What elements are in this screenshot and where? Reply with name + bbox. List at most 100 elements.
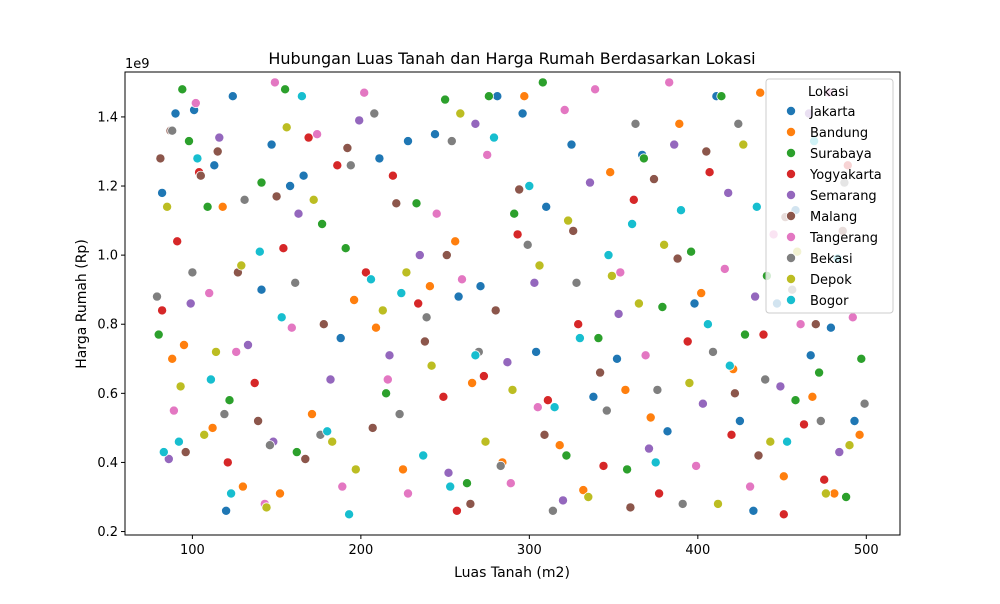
data-point bbox=[306, 409, 317, 420]
data-point bbox=[280, 84, 291, 95]
data-point bbox=[729, 388, 740, 399]
data-point bbox=[172, 236, 183, 247]
data-point bbox=[340, 243, 351, 254]
data-point bbox=[677, 498, 688, 509]
data-point bbox=[799, 419, 810, 430]
data-point bbox=[733, 118, 744, 129]
data-point bbox=[606, 270, 617, 281]
data-point bbox=[350, 464, 361, 475]
data-point bbox=[753, 450, 764, 461]
data-point bbox=[601, 405, 612, 416]
data-point bbox=[682, 336, 693, 347]
data-point bbox=[805, 350, 816, 361]
legend-marker bbox=[786, 273, 797, 284]
y-axis-offset-label: 1e9 bbox=[125, 57, 150, 72]
data-point bbox=[285, 180, 296, 191]
data-point bbox=[222, 457, 233, 468]
y-tick-label: 0.4 bbox=[97, 456, 118, 471]
data-point bbox=[382, 374, 393, 385]
data-point bbox=[716, 91, 727, 102]
data-point bbox=[170, 108, 181, 119]
legend-label: Jakarta bbox=[809, 105, 855, 120]
data-point bbox=[221, 505, 232, 516]
data-point bbox=[387, 170, 398, 181]
data-point bbox=[199, 429, 210, 440]
data-point bbox=[750, 291, 761, 302]
data-point bbox=[684, 377, 695, 388]
data-point bbox=[451, 505, 462, 516]
data-point bbox=[561, 450, 572, 461]
data-point bbox=[702, 319, 713, 330]
data-point bbox=[734, 415, 745, 426]
legend-marker bbox=[786, 210, 797, 221]
legend-marker bbox=[786, 294, 797, 305]
legend-label: Semarang bbox=[810, 189, 877, 204]
data-point bbox=[620, 384, 631, 395]
data-point bbox=[175, 381, 186, 392]
data-point bbox=[627, 218, 638, 229]
data-point bbox=[290, 277, 301, 288]
data-point bbox=[590, 84, 601, 95]
series-jakarta bbox=[157, 91, 860, 516]
data-point bbox=[505, 478, 516, 489]
data-point bbox=[192, 153, 203, 164]
data-point bbox=[274, 488, 285, 499]
data-point bbox=[514, 184, 525, 195]
data-point bbox=[598, 460, 609, 471]
data-point bbox=[231, 346, 242, 357]
data-point bbox=[453, 291, 464, 302]
legend-frame bbox=[765, 78, 894, 314]
data-point bbox=[478, 371, 489, 382]
data-point bbox=[440, 94, 451, 105]
data-point bbox=[628, 194, 639, 205]
data-point bbox=[278, 243, 289, 254]
series-malang bbox=[155, 125, 848, 513]
data-point bbox=[532, 402, 543, 413]
legend-marker bbox=[786, 252, 797, 263]
data-point bbox=[758, 329, 769, 340]
data-point bbox=[370, 322, 381, 333]
data-point bbox=[790, 395, 801, 406]
data-point bbox=[450, 236, 461, 247]
data-point bbox=[815, 415, 826, 426]
data-point bbox=[254, 246, 265, 257]
data-point bbox=[271, 191, 282, 202]
data-point bbox=[517, 108, 528, 119]
data-point bbox=[654, 488, 665, 499]
data-point bbox=[396, 288, 407, 299]
data-point bbox=[566, 139, 577, 150]
data-point bbox=[332, 160, 343, 171]
data-point bbox=[397, 464, 408, 475]
x-tick-label: 100 bbox=[180, 543, 205, 558]
data-point bbox=[834, 447, 845, 458]
data-point bbox=[640, 350, 651, 361]
data-point bbox=[613, 308, 624, 319]
data-point bbox=[256, 177, 267, 188]
data-point bbox=[856, 353, 867, 364]
data-point bbox=[691, 460, 702, 471]
data-point bbox=[322, 426, 333, 437]
data-point bbox=[226, 488, 237, 499]
data-point bbox=[227, 91, 238, 102]
data-point bbox=[354, 115, 365, 126]
data-point bbox=[312, 129, 323, 140]
data-point bbox=[276, 312, 287, 323]
data-point bbox=[585, 177, 596, 188]
data-point bbox=[327, 436, 338, 447]
data-point bbox=[755, 87, 766, 98]
x-tick-label: 300 bbox=[517, 543, 542, 558]
data-point bbox=[650, 457, 661, 468]
legend-marker bbox=[786, 106, 797, 117]
legend-entries: Jakarta Bandung Surabaya Yogyakarta Semarang… bbox=[786, 105, 882, 309]
data-point bbox=[563, 215, 574, 226]
y-axis-label: Harga Rumah (Rp) bbox=[74, 239, 90, 369]
data-point bbox=[369, 108, 380, 119]
data-point bbox=[401, 267, 412, 278]
data-point bbox=[384, 350, 395, 361]
data-point bbox=[421, 312, 432, 323]
y-tick-label: 1.2 bbox=[97, 180, 118, 195]
x-tick-label: 500 bbox=[854, 543, 879, 558]
data-point bbox=[537, 77, 548, 88]
data-point bbox=[509, 208, 520, 219]
data-point bbox=[483, 91, 494, 102]
